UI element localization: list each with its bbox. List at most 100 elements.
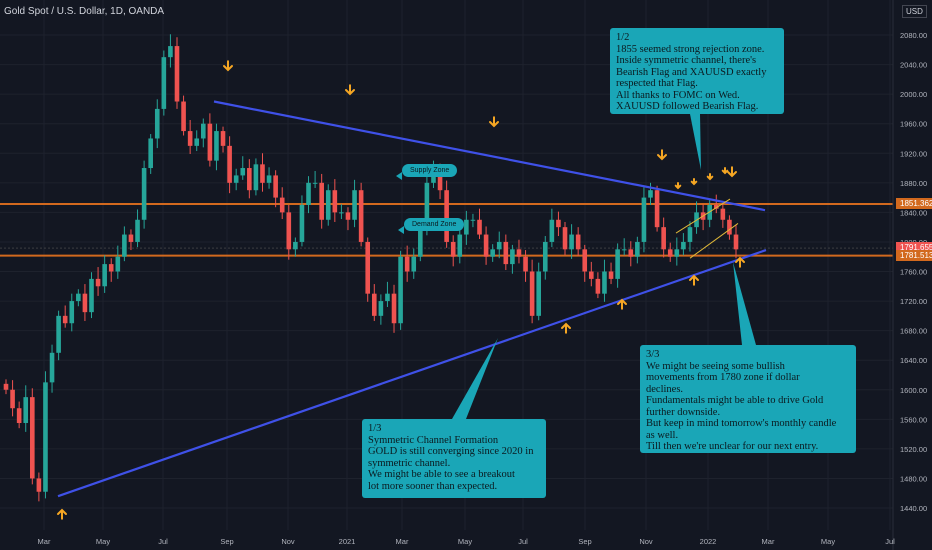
candle-body <box>628 249 634 257</box>
y-tick-label: 1600.00 <box>900 386 927 395</box>
candle-body <box>240 168 246 176</box>
candle-body <box>102 264 107 287</box>
note-symmetric-channel[interactable]: 1/3 Symmetric Channel Formation GOLD is … <box>362 419 546 498</box>
y-tick-label: 1840.00 <box>900 208 927 217</box>
candle-body <box>654 190 660 228</box>
candle-body <box>306 182 311 205</box>
candle-body <box>371 293 377 316</box>
candle-body <box>398 256 403 324</box>
trendlines <box>57 100 767 498</box>
candle-body <box>233 175 239 183</box>
candle-body <box>713 204 719 209</box>
up-arrow-icon <box>735 256 745 268</box>
x-tick-label: 2022 <box>700 537 717 546</box>
y-tick-label: 1960.00 <box>900 120 927 129</box>
candle-body <box>496 241 502 250</box>
note-next-entry[interactable]: 3/3 We might be seeing some bullish move… <box>640 345 856 453</box>
candle-body <box>536 271 542 316</box>
candle-body <box>187 131 193 146</box>
pointer-note-entry <box>733 262 756 345</box>
candle-body <box>135 219 140 242</box>
x-tick-label: Sep <box>578 537 591 546</box>
candle-body <box>299 204 305 242</box>
candle-body <box>358 190 364 242</box>
candle-body <box>727 219 732 235</box>
candle-body <box>266 175 272 183</box>
y-tick-label: 1520.00 <box>900 445 927 454</box>
candle-body <box>733 234 739 250</box>
candle-body <box>589 271 594 279</box>
candle-body <box>378 301 384 316</box>
y-tick-label: 1920.00 <box>900 149 927 158</box>
candle-body <box>128 234 134 242</box>
candle-body <box>418 227 423 257</box>
candle-body <box>404 256 410 272</box>
y-tick-label: 1680.00 <box>900 327 927 336</box>
x-axis: Mar May Jul Sep Nov 2021 Mar May Jul Sep Nov 2022 Ma… <box>38 537 896 546</box>
candle-body <box>510 249 515 265</box>
candle-body <box>227 145 232 183</box>
candle-body <box>352 190 357 220</box>
candle-body <box>174 46 180 102</box>
x-tick-label: Jul <box>885 537 895 546</box>
candle-body <box>207 123 213 161</box>
down-arrow-icon <box>706 172 714 181</box>
currency-badge[interactable]: USD <box>902 5 927 18</box>
candle-body <box>641 197 647 242</box>
candle-body <box>312 182 318 184</box>
candle-body <box>293 241 298 250</box>
supply-zone-label[interactable]: Supply Zone <box>402 164 458 177</box>
x-tick-label: May <box>96 537 110 546</box>
pointer-note-rejection <box>690 114 701 170</box>
y-tick-label: 2080.00 <box>900 31 927 40</box>
price-label-last: 1791.655 <box>896 242 932 254</box>
y-tick-label: 1720.00 <box>900 297 927 306</box>
candle-body <box>253 164 259 191</box>
down-arrow-icon <box>223 60 233 72</box>
candle-body <box>332 190 338 213</box>
candle-body <box>273 175 278 198</box>
candle-body <box>687 227 693 242</box>
note-rejection-zone[interactable]: 1/2 1855 seemed strong rejection zone. I… <box>610 28 784 114</box>
flag-upper <box>675 198 731 234</box>
candle-body <box>214 131 219 161</box>
pointer-demand <box>398 226 404 234</box>
candle-body <box>424 182 430 228</box>
candle-body <box>569 234 574 250</box>
pointer-supply <box>396 172 402 180</box>
candle-body <box>720 208 726 220</box>
y-tick-label: 1560.00 <box>900 415 927 424</box>
up-arrow-icon <box>617 298 627 310</box>
down-arrow-icon <box>489 116 499 128</box>
candle-body <box>148 138 153 169</box>
x-tick-label: 2021 <box>339 537 356 546</box>
candle-body <box>319 182 324 220</box>
candle-body <box>608 271 614 279</box>
flag-lower <box>689 223 739 259</box>
demand-zone-label[interactable]: Demand Zone <box>404 218 465 231</box>
down-arrow-icon <box>721 166 729 175</box>
pointer-note-channel <box>452 338 498 419</box>
x-tick-label: Jul <box>158 537 168 546</box>
candle-body <box>30 397 35 479</box>
candle-body <box>490 249 495 257</box>
y-axis: 1440.00 1480.00 1520.00 1560.00 1600.00 1640.… <box>892 0 927 550</box>
candle-body <box>470 219 476 221</box>
y-tick-label: 1480.00 <box>900 474 927 483</box>
down-arrow-icon <box>657 149 667 161</box>
candle-body <box>10 389 15 409</box>
upper-trendline <box>213 100 766 212</box>
x-tick-label: Jul <box>518 537 528 546</box>
candle-body <box>457 234 463 257</box>
candle-body <box>49 352 55 383</box>
candle-body <box>69 301 75 324</box>
y-tick-label: 1880.00 <box>900 179 927 188</box>
x-tick-label: Nov <box>639 537 653 546</box>
candle-body <box>621 249 627 251</box>
candle-body <box>194 138 200 146</box>
candle-body <box>391 293 397 324</box>
candle-body <box>615 249 620 279</box>
y-tick-label: 1440.00 <box>900 504 927 513</box>
price-label-supply: 1851.362 <box>896 197 932 209</box>
candle-body <box>542 241 548 272</box>
